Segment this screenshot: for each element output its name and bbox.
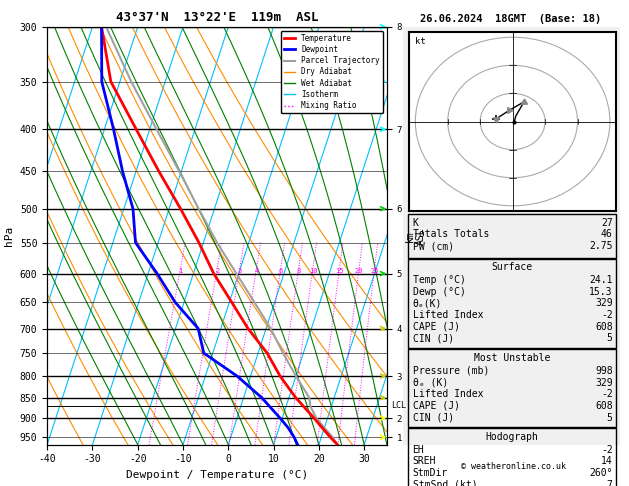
Text: -2: -2 xyxy=(601,445,613,455)
Text: LCL: LCL xyxy=(391,401,406,411)
Text: CIN (J): CIN (J) xyxy=(413,333,454,344)
Title: 43°37'N  13°22'E  119m  ASL: 43°37'N 13°22'E 119m ASL xyxy=(116,11,318,24)
Text: 608: 608 xyxy=(595,322,613,332)
Text: 2: 2 xyxy=(215,268,220,274)
X-axis label: Dewpoint / Temperature (°C): Dewpoint / Temperature (°C) xyxy=(126,470,308,480)
Text: Most Unstable: Most Unstable xyxy=(474,353,550,364)
Text: Temp (°C): Temp (°C) xyxy=(413,275,465,285)
Text: 15.3: 15.3 xyxy=(589,287,613,297)
Text: K: K xyxy=(413,218,418,228)
Text: Surface: Surface xyxy=(491,262,533,273)
Text: Dewp (°C): Dewp (°C) xyxy=(413,287,465,297)
Text: 26.06.2024  18GMT  (Base: 18): 26.06.2024 18GMT (Base: 18) xyxy=(420,14,602,24)
Text: CAPE (J): CAPE (J) xyxy=(413,401,460,411)
Text: -2: -2 xyxy=(601,310,613,320)
Text: 608: 608 xyxy=(595,401,613,411)
Text: 5: 5 xyxy=(607,333,613,344)
Text: Lifted Index: Lifted Index xyxy=(413,389,483,399)
Text: 27: 27 xyxy=(601,218,613,228)
Text: 5: 5 xyxy=(607,413,613,423)
Text: SREH: SREH xyxy=(413,456,436,467)
Text: 329: 329 xyxy=(595,298,613,309)
Text: StmDir: StmDir xyxy=(413,468,448,478)
Text: Lifted Index: Lifted Index xyxy=(413,310,483,320)
Text: EH: EH xyxy=(413,445,425,455)
Text: 260°: 260° xyxy=(589,468,613,478)
Text: PW (cm): PW (cm) xyxy=(413,241,454,251)
Text: 4: 4 xyxy=(254,268,259,274)
Text: 1: 1 xyxy=(179,268,183,274)
Text: CIN (J): CIN (J) xyxy=(413,413,454,423)
Text: 6: 6 xyxy=(279,268,283,274)
Text: 24.1: 24.1 xyxy=(589,275,613,285)
Text: 15: 15 xyxy=(335,268,344,274)
Text: © weatheronline.co.uk: © weatheronline.co.uk xyxy=(461,462,566,471)
Text: 20: 20 xyxy=(355,268,364,274)
Text: StmSpd (kt): StmSpd (kt) xyxy=(413,480,477,486)
Text: Hodograph: Hodograph xyxy=(486,432,538,442)
Text: θₑ(K): θₑ(K) xyxy=(413,298,442,309)
Text: Totals Totals: Totals Totals xyxy=(413,229,489,240)
Text: 25: 25 xyxy=(370,268,379,274)
Text: 998: 998 xyxy=(595,366,613,376)
Text: 3: 3 xyxy=(238,268,242,274)
Text: kt: kt xyxy=(415,37,426,46)
Text: Pressure (mb): Pressure (mb) xyxy=(413,366,489,376)
Legend: Temperature, Dewpoint, Parcel Trajectory, Dry Adiabat, Wet Adiabat, Isotherm, Mi: Temperature, Dewpoint, Parcel Trajectory… xyxy=(281,31,383,113)
Text: θₑ (K): θₑ (K) xyxy=(413,378,448,388)
Text: 329: 329 xyxy=(595,378,613,388)
Text: 14: 14 xyxy=(601,456,613,467)
Y-axis label: hPa: hPa xyxy=(4,226,14,246)
Text: 2.75: 2.75 xyxy=(589,241,613,251)
Text: -2: -2 xyxy=(601,389,613,399)
Text: 8: 8 xyxy=(297,268,301,274)
Text: CAPE (J): CAPE (J) xyxy=(413,322,460,332)
Text: 7: 7 xyxy=(607,480,613,486)
Text: 10: 10 xyxy=(309,268,317,274)
Y-axis label: km
ASL: km ASL xyxy=(404,227,426,244)
Text: 46: 46 xyxy=(601,229,613,240)
